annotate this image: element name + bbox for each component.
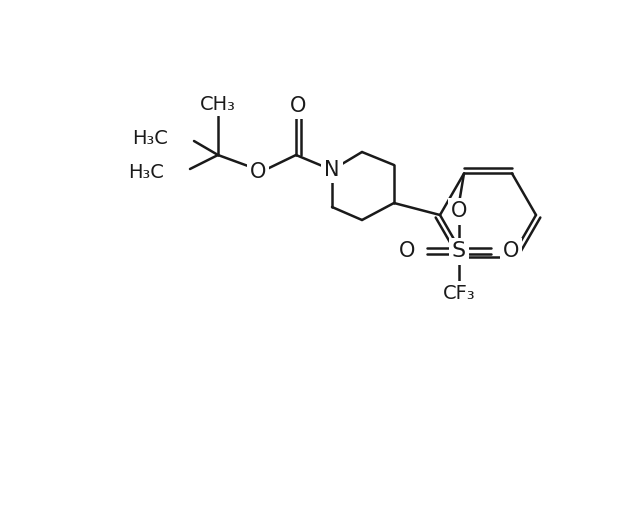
Text: CH₃: CH₃ <box>200 94 236 114</box>
Text: O: O <box>250 162 266 182</box>
Text: O: O <box>503 241 519 262</box>
Text: N: N <box>324 160 340 180</box>
Text: CF₃: CF₃ <box>443 284 476 303</box>
Text: H₃C: H₃C <box>128 163 164 181</box>
Text: O: O <box>399 241 415 262</box>
Text: O: O <box>290 96 306 116</box>
Text: O: O <box>451 202 467 221</box>
Text: H₃C: H₃C <box>132 129 168 147</box>
Text: S: S <box>452 241 466 262</box>
